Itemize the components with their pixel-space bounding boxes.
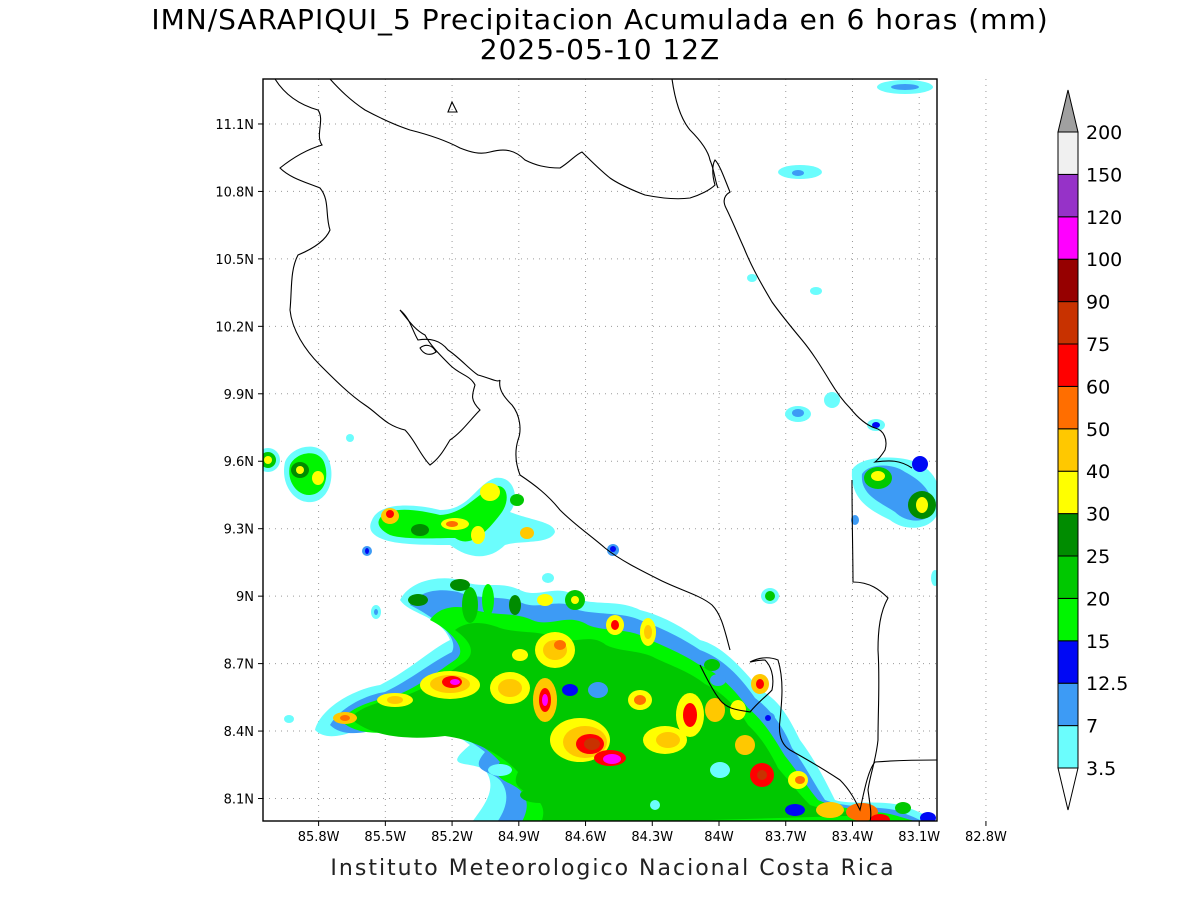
coastline-north bbox=[329, 79, 913, 469]
lat-tick-label: 10.5N bbox=[215, 253, 254, 268]
coastline-nicaragua bbox=[274, 79, 481, 466]
lat-tick-label: 9.6N bbox=[224, 455, 254, 470]
colorbar-level-label: 50 bbox=[1086, 419, 1110, 441]
map-axes: 11.1N 10.8N 10.5N 10.2N 9.9N 9.6N 9.3N 9N 8.7N 8.… bbox=[215, 118, 1007, 845]
colorbar-level-label: 90 bbox=[1086, 292, 1110, 314]
colorbar-level-label: 25 bbox=[1086, 546, 1110, 568]
island-north bbox=[447, 100, 458, 113]
colorbar-swatch bbox=[1057, 131, 1079, 175]
colorbar-swatch bbox=[1057, 470, 1079, 515]
colorbar-level-label: 40 bbox=[1086, 461, 1110, 483]
colorbar-swatch bbox=[1057, 555, 1079, 599]
rain-cell bbox=[747, 80, 933, 431]
colorbar-level-label: 120 bbox=[1086, 207, 1122, 229]
colorbar-level-label: 60 bbox=[1086, 376, 1110, 398]
colorbar-level-label: 20 bbox=[1086, 588, 1110, 610]
lat-tick-label: 8.7N bbox=[224, 658, 254, 673]
colorbar-level-label: 30 bbox=[1086, 504, 1110, 526]
lat-tick-label: 9.3N bbox=[224, 523, 254, 538]
colorbar-level-label: 75 bbox=[1086, 334, 1110, 356]
lat-tick-label: 8.1N bbox=[224, 793, 254, 808]
coastlines bbox=[274, 79, 937, 821]
rain-cell bbox=[263, 434, 381, 723]
colorbar-level-label: 15 bbox=[1086, 631, 1110, 653]
lat-tick-label: 10.2N bbox=[215, 320, 254, 335]
lat-tick-label: 11.1N bbox=[215, 118, 254, 133]
lon-tick-label: 84.6W bbox=[565, 830, 607, 845]
colorbar-swatch bbox=[1057, 385, 1079, 430]
colorbar-level-label: 12.5 bbox=[1086, 673, 1128, 695]
colorbar-swatch bbox=[1057, 513, 1079, 557]
colorbar-swatch bbox=[1057, 428, 1079, 472]
colorbar-swatch bbox=[1057, 301, 1079, 345]
colorbar-swatch bbox=[1057, 258, 1079, 303]
coastline-caribbean bbox=[671, 79, 719, 189]
colorbar-level-label: 7 bbox=[1086, 716, 1098, 738]
coastline-gulf-nicoya bbox=[399, 309, 731, 651]
colorbar-over-arrow bbox=[1057, 89, 1079, 133]
precipitation-field bbox=[263, 80, 937, 821]
colorbar-swatch bbox=[1057, 725, 1079, 769]
colorbar-swatch bbox=[1057, 173, 1079, 218]
colorbar-level-label: 100 bbox=[1086, 249, 1122, 271]
lon-tick-label: 84W bbox=[704, 830, 734, 845]
map-frame bbox=[262, 78, 938, 822]
lat-tick-label: 9.9N bbox=[224, 388, 254, 403]
lon-tick-label: 83.4W bbox=[832, 830, 874, 845]
institution-credit: Instituto Meteorologico Nacional Costa R… bbox=[330, 856, 896, 881]
colorbar-swatch bbox=[1057, 216, 1079, 260]
lon-tick-label: 82.8W bbox=[965, 830, 1007, 845]
lon-tick-label: 84.9W bbox=[498, 830, 540, 845]
lon-tick-label: 83.7W bbox=[765, 830, 807, 845]
lake-island bbox=[419, 344, 437, 355]
colorbar-swatch bbox=[1057, 597, 1079, 642]
lon-tick-label: 83.1W bbox=[898, 830, 940, 845]
lon-tick-label: 84.3W bbox=[631, 830, 673, 845]
colorbar: 3.5 7 12.5 15 20 25 30 40 50 60 75 90 100 120 150 200 bbox=[1057, 89, 1128, 811]
colorbar-level-label: 150 bbox=[1086, 164, 1122, 186]
map-title: IMN/SARAPIQUI_5 Precipitacion Acumulada … bbox=[151, 3, 1049, 36]
rain-cell bbox=[315, 578, 936, 821]
colorbar-swatch bbox=[1057, 343, 1079, 387]
lon-tick-label: 85.5W bbox=[364, 830, 406, 845]
colorbar-level-label: 200 bbox=[1086, 122, 1122, 144]
lon-tick-label: 85.2W bbox=[431, 830, 473, 845]
colorbar-swatch bbox=[1057, 682, 1079, 727]
lat-tick-label: 8.4N bbox=[224, 725, 254, 740]
colorbar-under-arrow bbox=[1057, 767, 1079, 811]
rain-cell bbox=[851, 456, 937, 586]
coastline-osa bbox=[699, 657, 937, 812]
lat-tick-label: 10.8N bbox=[215, 185, 254, 200]
rain-cell bbox=[362, 477, 779, 604]
map-datetime: 2025-05-10 12Z bbox=[479, 33, 721, 66]
lon-tick-label: 85.8W bbox=[298, 830, 340, 845]
colorbar-swatch bbox=[1057, 640, 1079, 684]
colorbar-level-label: 3.5 bbox=[1086, 758, 1116, 780]
lat-tick-label: 9N bbox=[236, 590, 254, 605]
border-panama bbox=[851, 479, 889, 821]
